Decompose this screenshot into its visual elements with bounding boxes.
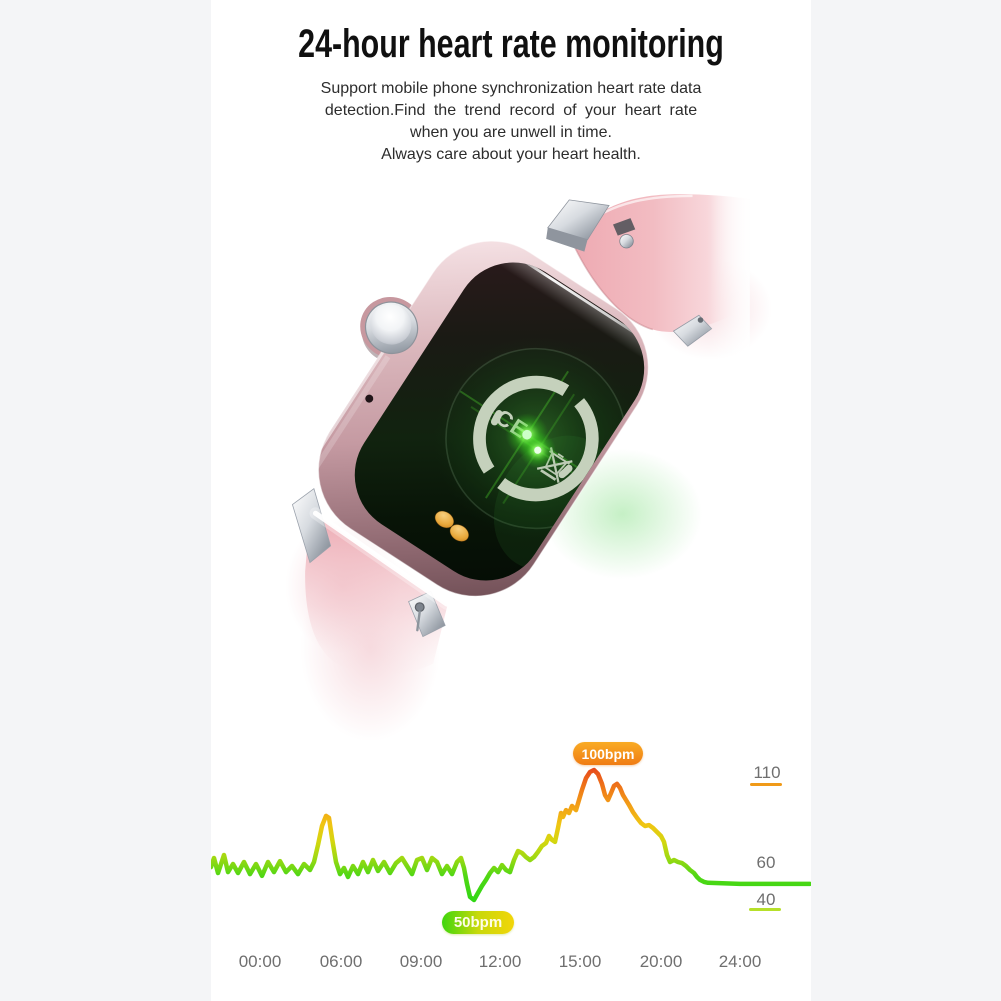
charging-contacts <box>434 510 470 542</box>
low-bpm-badge: 50bpm <box>442 911 514 934</box>
strap-screw <box>619 234 634 249</box>
x-axis-label: 15:00 <box>558 952 602 971</box>
x-axis-label: 09:00 <box>399 952 443 971</box>
y-axis-label-40: 40 <box>756 890 776 909</box>
y-axis-underline-110 <box>750 783 782 786</box>
strap-lug-bar <box>547 199 610 241</box>
strap-screw <box>414 602 425 613</box>
heart-rate-line <box>211 767 811 903</box>
x-axis-label: 00:00 <box>238 952 282 971</box>
strap-clip <box>291 487 332 564</box>
edge-glint <box>309 231 460 610</box>
subtitle-line: Always care about your heart health. <box>381 146 641 163</box>
crown-button <box>364 301 419 355</box>
watch-strap-top <box>546 187 750 371</box>
sensor-glow <box>505 413 557 469</box>
page-title: 24-hour heart rate monitoring <box>298 22 724 66</box>
subtitle-line: detection.Find the trend record of your … <box>324 102 698 119</box>
x-axis-label: 06:00 <box>319 952 363 971</box>
mic-hole <box>365 394 374 403</box>
x-axis-label: 12:00 <box>478 952 522 971</box>
heart-rate-chart <box>211 767 811 903</box>
y-axis-label-110: 110 <box>753 763 781 782</box>
peak-bpm-badge: 100bpm <box>573 742 643 765</box>
watch-body: CE <box>303 240 661 597</box>
watch-product-photo: CE <box>285 187 773 742</box>
y-axis-underline-40 <box>749 908 781 911</box>
watch-strap-bottom <box>291 487 448 675</box>
subtitle-line: Support mobile phone synchronization hea… <box>320 80 702 97</box>
subtitle-line: when you are unwell in time. <box>410 124 612 141</box>
x-axis-label: 20:00 <box>639 952 683 971</box>
heart-sensor-ring <box>473 375 599 502</box>
x-axis-label: 24:00 <box>718 952 762 971</box>
strap-pin-bracket <box>613 218 636 236</box>
subtitle: Support mobile phone synchronization hea… <box>211 78 811 166</box>
y-axis-label-60: 60 <box>756 853 776 872</box>
content-card: 24-hour heart rate monitoring Support mo… <box>211 0 811 1001</box>
